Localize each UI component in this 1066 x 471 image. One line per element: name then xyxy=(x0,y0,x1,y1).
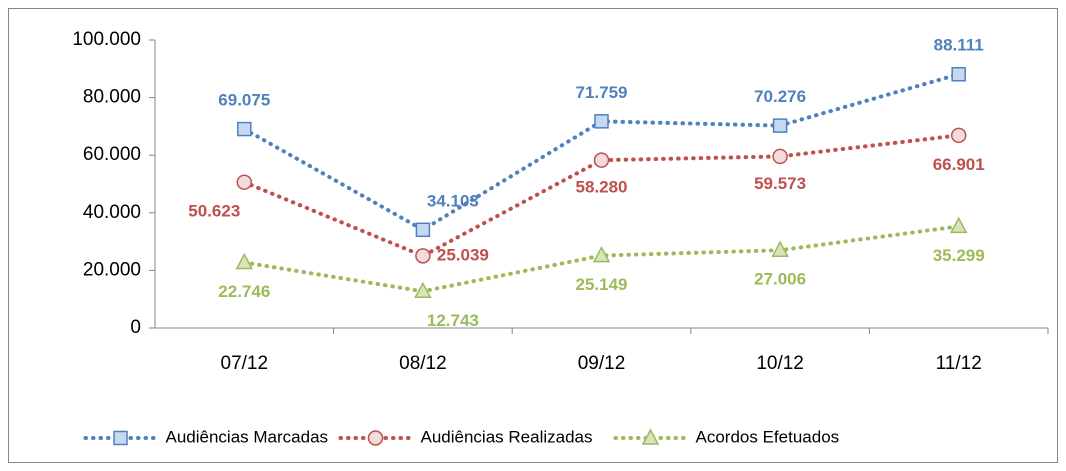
data-label: 71.759 xyxy=(576,83,628,102)
y-tick-label: 0 xyxy=(130,317,141,338)
data-label: 88.111 xyxy=(934,36,984,55)
data-point xyxy=(772,118,788,133)
data-point xyxy=(594,114,609,129)
data-label: 58.280 xyxy=(576,178,628,197)
data-label: 25.039 xyxy=(437,245,489,264)
data-point xyxy=(415,222,431,238)
data-label: 69.075 xyxy=(218,91,270,110)
data-label: 70.276 xyxy=(754,87,806,106)
data-point xyxy=(235,252,254,270)
legend-label: Acordos Efetuados xyxy=(696,427,840,446)
data-point xyxy=(592,245,611,263)
y-tick-label: 100.000 xyxy=(72,29,141,50)
data-label: 50.623 xyxy=(188,202,240,221)
series-line xyxy=(242,224,961,294)
y-tick-label: 80.000 xyxy=(83,87,141,108)
data-label: 34.103 xyxy=(427,191,479,210)
y-tick-label: 40.000 xyxy=(83,202,141,223)
data-point xyxy=(414,281,432,299)
data-point xyxy=(237,121,252,137)
x-tick-label: 10/12 xyxy=(756,353,804,374)
x-tick-label: 07/12 xyxy=(221,353,269,374)
x-tick-label: 11/12 xyxy=(936,353,982,374)
data-point xyxy=(949,216,968,234)
data-label: 12.743 xyxy=(427,311,479,330)
chart-frame xyxy=(8,8,1058,463)
data-point xyxy=(950,127,967,144)
y-tick-label: 60.000 xyxy=(83,144,141,165)
y-tick-label: 20.000 xyxy=(83,259,141,280)
legend-marker xyxy=(641,428,660,445)
data-label: 27.006 xyxy=(754,270,806,289)
legend-label: Audiências Realizadas xyxy=(421,427,593,446)
data-point xyxy=(593,152,610,168)
data-point xyxy=(236,174,253,190)
legend-label: Audiências Marcadas xyxy=(166,427,329,446)
x-tick-label: 08/12 xyxy=(399,353,447,374)
data-point xyxy=(415,248,431,264)
data-label: 59.573 xyxy=(754,174,806,193)
data-label: 35.299 xyxy=(933,246,985,265)
data-label: 22.746 xyxy=(218,282,270,301)
data-point xyxy=(951,66,966,82)
x-tick-label: 09/12 xyxy=(578,353,626,374)
legend-marker xyxy=(367,430,384,446)
data-point xyxy=(772,148,788,165)
data-label: 66.901 xyxy=(933,155,985,174)
data-point xyxy=(771,240,789,257)
legend-marker xyxy=(113,430,128,446)
data-label: 25.149 xyxy=(576,275,628,294)
